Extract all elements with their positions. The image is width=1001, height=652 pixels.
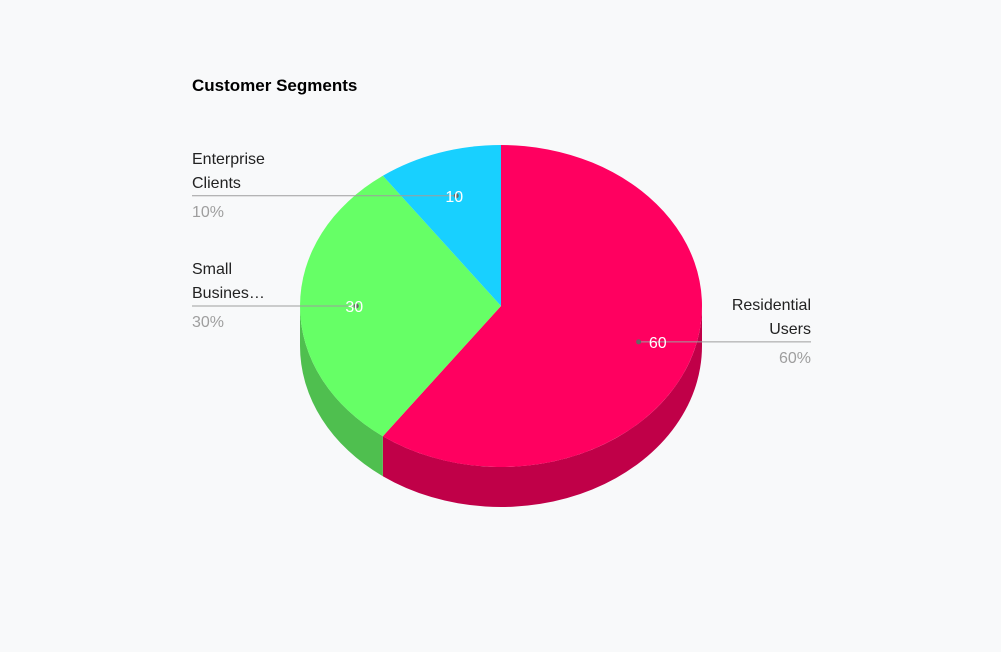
slice-label-2-line-1: Clients [192, 175, 241, 192]
pie-slice-1[interactable] [299, 175, 501, 437]
leader-dot-2 [453, 193, 459, 199]
pie-side-1 [300, 306, 383, 477]
pie-sides [300, 306, 702, 507]
chart-title: Customer Segments [192, 76, 358, 95]
slice-label-group-2: 10 Enterprise Clients 10% [192, 151, 463, 221]
slice-value-0: 60 [649, 335, 667, 352]
slice-label-group-1: 30 Small Busines… 30% [192, 261, 363, 331]
slice-label-1-line-0: Small [192, 261, 232, 278]
pie-side-0 [382, 306, 702, 507]
pie-slice-0[interactable] [382, 145, 703, 467]
slice-label-0-line-1: Users [769, 321, 811, 338]
slice-label-group-0: 60 Residential Users 60% [636, 297, 811, 367]
slice-value-2: 10 [445, 189, 463, 206]
slice-label-1-line-1: Busines… [192, 285, 265, 302]
pie-slice-2[interactable] [382, 145, 501, 306]
slice-percent-0: 60% [779, 350, 811, 367]
slice-value-1: 30 [345, 299, 363, 316]
leader-dot-0 [636, 339, 642, 345]
slice-percent-2: 10% [192, 204, 224, 221]
slice-percent-1: 30% [192, 314, 224, 331]
leader-dot-1 [353, 303, 359, 309]
slice-label-0-line-0: Residential [732, 297, 811, 314]
slice-label-2-line-0: Enterprise [192, 151, 265, 168]
